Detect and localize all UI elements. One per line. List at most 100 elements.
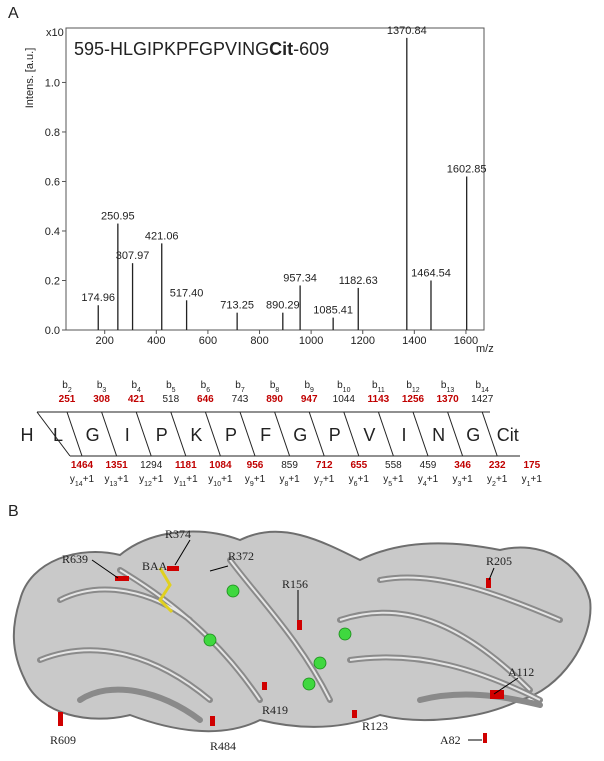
ion-charge: +1 xyxy=(221,474,233,485)
ion-label: b3 xyxy=(97,380,107,394)
residue-label: R374 xyxy=(165,527,191,541)
cleavage xyxy=(481,411,498,457)
peak-label: 307.97 xyxy=(116,250,150,262)
x-tick-label: 1200 xyxy=(350,335,374,347)
ion-index: 12 xyxy=(144,481,152,488)
ion-label: y1+1 xyxy=(522,474,543,488)
ion-index: 1 xyxy=(527,481,531,488)
peak-label: 250.95 xyxy=(101,211,135,223)
ion-mz: 1427 xyxy=(471,394,494,405)
ion-mz: 1044 xyxy=(333,394,356,405)
ion-charge: +1 xyxy=(254,474,266,485)
ion-index: 10 xyxy=(213,481,221,488)
ion-label: b2 xyxy=(62,380,72,394)
ion-name: b xyxy=(97,380,103,391)
ion-name: b xyxy=(270,380,276,391)
ion-name: b xyxy=(131,380,137,391)
ion-name: b xyxy=(337,380,343,391)
ion-name: b xyxy=(166,380,172,391)
ion-index: 11 xyxy=(179,481,186,488)
ion-name: y xyxy=(174,474,179,485)
ion-mz: 1143 xyxy=(368,394,390,405)
ion-mz: 1370 xyxy=(436,394,459,405)
ion-mz: 251 xyxy=(59,394,76,405)
cleavage xyxy=(135,411,152,457)
residue-label: R372 xyxy=(228,549,254,563)
residue: G xyxy=(86,425,100,445)
ion-label: b8 xyxy=(270,380,280,394)
ion-charge: +1 xyxy=(83,474,95,485)
cleavage xyxy=(274,411,291,457)
ion-name: y xyxy=(522,474,527,485)
ion-mz: 1294 xyxy=(140,460,163,471)
ion-index: 11 xyxy=(378,387,385,394)
residue: P xyxy=(329,425,341,445)
ion-label: y9+1 xyxy=(245,474,266,488)
ion-label: b11 xyxy=(372,380,385,394)
ion-charge: +1 xyxy=(427,474,439,485)
title-part: -609 xyxy=(293,39,329,59)
residue: I xyxy=(401,425,406,445)
x-tick-label: 800 xyxy=(250,335,268,347)
ion-label: b12 xyxy=(406,380,419,394)
ion-index: 2 xyxy=(68,387,72,394)
ion-index: 5 xyxy=(388,481,392,488)
peak-label: 1182.63 xyxy=(339,275,378,287)
ion-label: y7+1 xyxy=(314,474,335,488)
y-tick-label: 1.0 xyxy=(45,77,60,89)
ion-name: b xyxy=(62,380,68,391)
peak-label: 517.40 xyxy=(170,287,204,299)
ion-name: b xyxy=(372,380,378,391)
y-tick-label: 0.4 xyxy=(45,226,60,238)
ion-name: b xyxy=(235,380,241,391)
ion-mz: 743 xyxy=(232,394,249,405)
ion-mz: 459 xyxy=(420,460,437,471)
ion-charge: +1 xyxy=(117,474,129,485)
residue: V xyxy=(363,425,375,445)
ion-charge: +1 xyxy=(358,474,370,485)
ion-index: 14 xyxy=(75,481,83,488)
ion-mz: 1351 xyxy=(105,460,128,471)
ion-label: b4 xyxy=(131,380,141,394)
chart-title: 595-HLGIPKPFGPVINGCit-609 xyxy=(74,39,329,59)
ion-mz: 421 xyxy=(128,394,145,405)
residue-label: R156 xyxy=(282,577,308,591)
residue: L xyxy=(53,425,63,445)
residue: G xyxy=(466,425,480,445)
y-tick-label: 0.6 xyxy=(45,176,60,188)
x-tick-label: 1400 xyxy=(402,335,426,347)
ion-label: y14+1 xyxy=(70,474,95,488)
residue: Cit xyxy=(497,425,519,445)
residue: I xyxy=(125,425,130,445)
title-part: 595-HLGIPKPFGPVING xyxy=(74,39,269,59)
ion-charge: +1 xyxy=(323,474,335,485)
ion-label: y3+1 xyxy=(452,474,473,488)
ion-name: y xyxy=(314,474,319,485)
cleavage xyxy=(170,411,187,457)
ion-index: 9 xyxy=(250,481,254,488)
x-axis-title: m/z xyxy=(476,343,494,355)
ion-mz: 712 xyxy=(316,460,333,471)
ion-mz: 175 xyxy=(523,460,540,471)
x-tick-label: 1000 xyxy=(299,335,323,347)
ion-label: b7 xyxy=(235,380,245,394)
ion-index: 4 xyxy=(423,481,427,488)
residue-label: BAA xyxy=(142,559,168,573)
ion-name: y xyxy=(104,474,109,485)
ion-mz: 346 xyxy=(454,460,471,471)
y-tick-label: 0.8 xyxy=(45,127,60,139)
panel-label: A xyxy=(8,5,19,22)
peak-label: 713.25 xyxy=(220,300,254,312)
peak-label: 1085.41 xyxy=(313,305,353,317)
ion-index: 3 xyxy=(102,387,106,394)
ion-label: y2+1 xyxy=(487,474,508,488)
ion-label: y10+1 xyxy=(208,474,233,488)
residue-label: R419 xyxy=(262,703,288,717)
residue: P xyxy=(156,425,168,445)
ion-mz: 655 xyxy=(350,460,367,471)
plot-frame xyxy=(65,27,485,331)
x-tick-label: 400 xyxy=(147,335,165,347)
residue: F xyxy=(260,425,271,445)
ion-index: 13 xyxy=(446,387,454,394)
